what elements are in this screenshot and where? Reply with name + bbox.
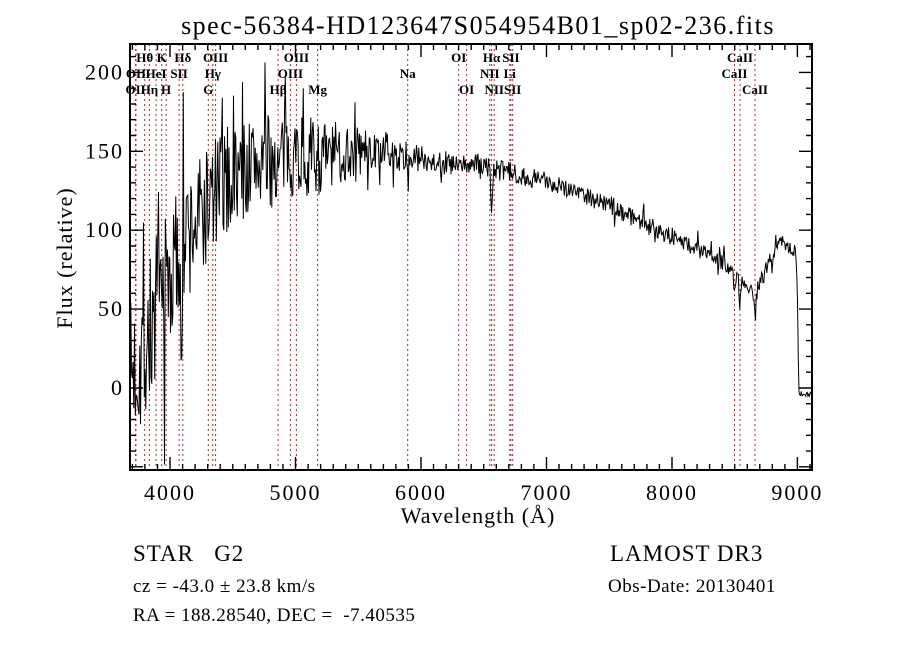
- y-axis-label: Flux (relative): [52, 187, 77, 328]
- spectral-line-label: OI: [451, 50, 466, 65]
- ra-dec-value: RA = 188.28540, DEC = -7.40535: [133, 605, 416, 626]
- tick-marks: [130, 44, 812, 470]
- spectrum-trace: [130, 62, 812, 469]
- spectral-line-label: Hβ: [270, 82, 287, 97]
- spectral-line-labels: OIIOIIHθHηHeIKHSIIHδGHγOIIIHβOIIIOIIIMgN…: [125, 50, 768, 97]
- y-tick-label: 150: [85, 138, 124, 163]
- x-tick-label: 9000: [771, 480, 823, 505]
- spectral-line-label: SII: [502, 50, 519, 65]
- spectral-line-label: Mg: [308, 82, 327, 97]
- spectral-line-label: OII: [126, 66, 146, 81]
- x-tick-label: 4000: [144, 480, 196, 505]
- y-tick-label: 200: [85, 59, 124, 84]
- spectral-line-label: OIII: [203, 50, 228, 65]
- spectral-line-label: Hθ: [136, 50, 153, 65]
- star-class-label: STAR G2: [133, 541, 245, 566]
- spectral-line-label: NII: [480, 66, 500, 81]
- spectral-line-label: SII: [504, 82, 521, 97]
- spectral-line-label: OIII: [284, 50, 309, 65]
- spectral-line-label: NII: [484, 82, 504, 97]
- x-tick-label: 7000: [521, 480, 573, 505]
- plot-title: spec-56384-HD123647S054954B01_sp02-236.f…: [181, 11, 775, 40]
- y-tick-label: 0: [111, 375, 124, 400]
- axis-ticks: [130, 44, 812, 470]
- spectral-line-label: H: [161, 82, 171, 97]
- spectral-line-label: Hη: [141, 82, 159, 97]
- spectral-line-label: HeI: [146, 66, 167, 81]
- spectral-line-label: Hα: [483, 50, 501, 65]
- spectral-line-label: OIII: [278, 66, 303, 81]
- x-tick-labels: 4000 5000 6000 7000 8000 9000: [144, 480, 823, 505]
- x-tick-label: 6000: [395, 480, 447, 505]
- spectral-line-label: Hγ: [205, 66, 221, 81]
- spectrum-path: [130, 62, 812, 469]
- spectral-line-markers: [135, 44, 756, 470]
- plot-box: [129, 43, 813, 471]
- spectral-line-label: SII: [170, 66, 187, 81]
- obs-date-value: Obs-Date: 20130401: [608, 576, 776, 597]
- spectral-line-label: K: [157, 50, 168, 65]
- spectral-line-label: OI: [459, 82, 474, 97]
- survey-label: LAMOST DR3: [610, 541, 764, 566]
- y-tick-labels: 0 50 100 150 200: [85, 59, 124, 400]
- cz-value: cz = -43.0 ± 23.8 km/s: [133, 576, 316, 597]
- x-axis-label: Wavelength (Å): [401, 503, 556, 528]
- x-tick-label: 5000: [270, 480, 322, 505]
- spectral-line-label: CaII: [742, 82, 768, 97]
- spectral-line-label: G: [203, 82, 213, 97]
- spectral-line-label: CaII: [727, 50, 753, 65]
- y-tick-label: 100: [85, 217, 124, 242]
- spectral-line-label: Hδ: [174, 50, 191, 65]
- x-tick-label: 8000: [646, 480, 698, 505]
- y-tick-label: 50: [98, 296, 124, 321]
- spectral-line-label: CaII: [721, 66, 747, 81]
- spectral-line-label: Na: [400, 66, 416, 81]
- spectral-line-label: Li: [504, 66, 517, 81]
